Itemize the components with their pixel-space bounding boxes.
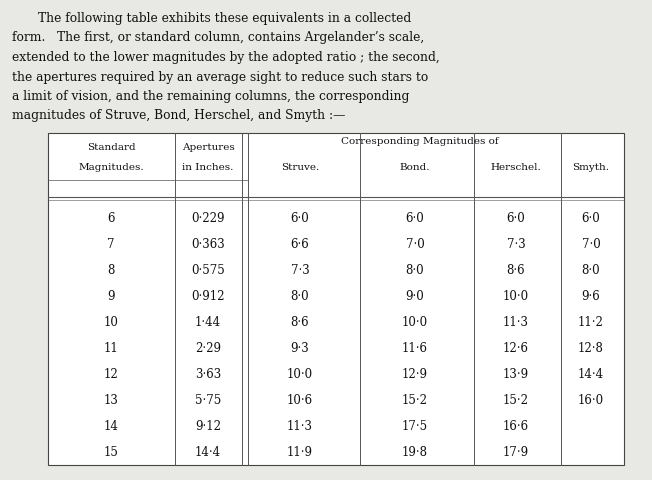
Text: 10·0: 10·0 xyxy=(402,315,428,328)
Text: 17·5: 17·5 xyxy=(402,420,428,432)
Text: 10·6: 10·6 xyxy=(287,394,313,407)
Text: form.   The first, or standard column, contains Argelander’s scale,: form. The first, or standard column, con… xyxy=(12,32,424,45)
Text: the apertures required by an average sight to reduce such stars to: the apertures required by an average sig… xyxy=(12,71,428,84)
Text: 9: 9 xyxy=(107,289,115,302)
Text: 8·6: 8·6 xyxy=(507,264,526,276)
Text: Apertures: Apertures xyxy=(182,143,234,152)
Text: 6·0: 6·0 xyxy=(291,212,310,225)
Text: 8·0: 8·0 xyxy=(582,264,600,276)
Text: 15: 15 xyxy=(104,445,119,458)
Text: Herschel.: Herschel. xyxy=(490,164,541,172)
Text: 9·3: 9·3 xyxy=(291,341,310,355)
Text: 14·4: 14·4 xyxy=(195,445,221,458)
Text: 19·8: 19·8 xyxy=(402,445,428,458)
Text: 8·0: 8·0 xyxy=(291,289,309,302)
Text: 17·9: 17·9 xyxy=(503,445,529,458)
Text: 6·6: 6·6 xyxy=(291,238,310,251)
Text: 0·575: 0·575 xyxy=(191,264,225,276)
Text: 7: 7 xyxy=(107,238,115,251)
Text: 7·0: 7·0 xyxy=(582,238,600,251)
Text: 9·6: 9·6 xyxy=(582,289,600,302)
Text: 6·0: 6·0 xyxy=(507,212,526,225)
Text: 10: 10 xyxy=(104,315,119,328)
Text: 8: 8 xyxy=(108,264,115,276)
Text: 10·0: 10·0 xyxy=(503,289,529,302)
Text: The following table exhibits these equivalents in a collected: The following table exhibits these equiv… xyxy=(38,12,411,25)
Text: 3·63: 3·63 xyxy=(195,368,221,381)
Text: Smyth.: Smyth. xyxy=(572,164,610,172)
Text: 11·9: 11·9 xyxy=(287,445,313,458)
Text: 12: 12 xyxy=(104,368,119,381)
Text: 6·0: 6·0 xyxy=(582,212,600,225)
Bar xyxy=(48,133,624,465)
Text: 15·2: 15·2 xyxy=(503,394,529,407)
Text: Corresponding Magnitudes of: Corresponding Magnitudes of xyxy=(341,136,499,145)
Text: 13·9: 13·9 xyxy=(503,368,529,381)
Text: 2·29: 2·29 xyxy=(195,341,221,355)
Text: a limit of vision, and the remaining columns, the corresponding: a limit of vision, and the remaining col… xyxy=(12,90,409,103)
Text: 10·0: 10·0 xyxy=(287,368,313,381)
Text: 11·3: 11·3 xyxy=(503,315,529,328)
Text: 8·0: 8·0 xyxy=(406,264,424,276)
Text: 15·2: 15·2 xyxy=(402,394,428,407)
Text: 7·3: 7·3 xyxy=(507,238,526,251)
Text: 0·912: 0·912 xyxy=(191,289,225,302)
Text: 16·0: 16·0 xyxy=(578,394,604,407)
Text: 13: 13 xyxy=(104,394,119,407)
Text: 6·0: 6·0 xyxy=(406,212,424,225)
Text: 12·9: 12·9 xyxy=(402,368,428,381)
Text: 0·229: 0·229 xyxy=(191,212,225,225)
Text: 8·6: 8·6 xyxy=(291,315,309,328)
Text: 14: 14 xyxy=(104,420,119,432)
Text: 0·363: 0·363 xyxy=(191,238,225,251)
Text: 9·0: 9·0 xyxy=(406,289,424,302)
Text: Bond.: Bond. xyxy=(400,164,430,172)
Text: 11·6: 11·6 xyxy=(402,341,428,355)
Text: 11·3: 11·3 xyxy=(287,420,313,432)
Text: 12·8: 12·8 xyxy=(578,341,604,355)
Text: Struve.: Struve. xyxy=(281,164,319,172)
Text: Magnitudes.: Magnitudes. xyxy=(78,164,144,172)
Text: in Inches.: in Inches. xyxy=(183,164,233,172)
Text: 11: 11 xyxy=(104,341,119,355)
Text: 7·3: 7·3 xyxy=(291,264,310,276)
Text: 6: 6 xyxy=(107,212,115,225)
Text: 16·6: 16·6 xyxy=(503,420,529,432)
Text: 7·0: 7·0 xyxy=(406,238,424,251)
Text: extended to the lower magnitudes by the adopted ratio ; the second,: extended to the lower magnitudes by the … xyxy=(12,51,439,64)
Text: magnitudes of Struve, Bond, Herschel, and Smyth :—: magnitudes of Struve, Bond, Herschel, an… xyxy=(12,109,346,122)
Text: 1·44: 1·44 xyxy=(195,315,221,328)
Text: 9·12: 9·12 xyxy=(195,420,221,432)
Text: Standard: Standard xyxy=(87,143,136,152)
Text: 11·2: 11·2 xyxy=(578,315,604,328)
Text: 12·6: 12·6 xyxy=(503,341,529,355)
Text: 5·75: 5·75 xyxy=(195,394,221,407)
Text: 14·4: 14·4 xyxy=(578,368,604,381)
